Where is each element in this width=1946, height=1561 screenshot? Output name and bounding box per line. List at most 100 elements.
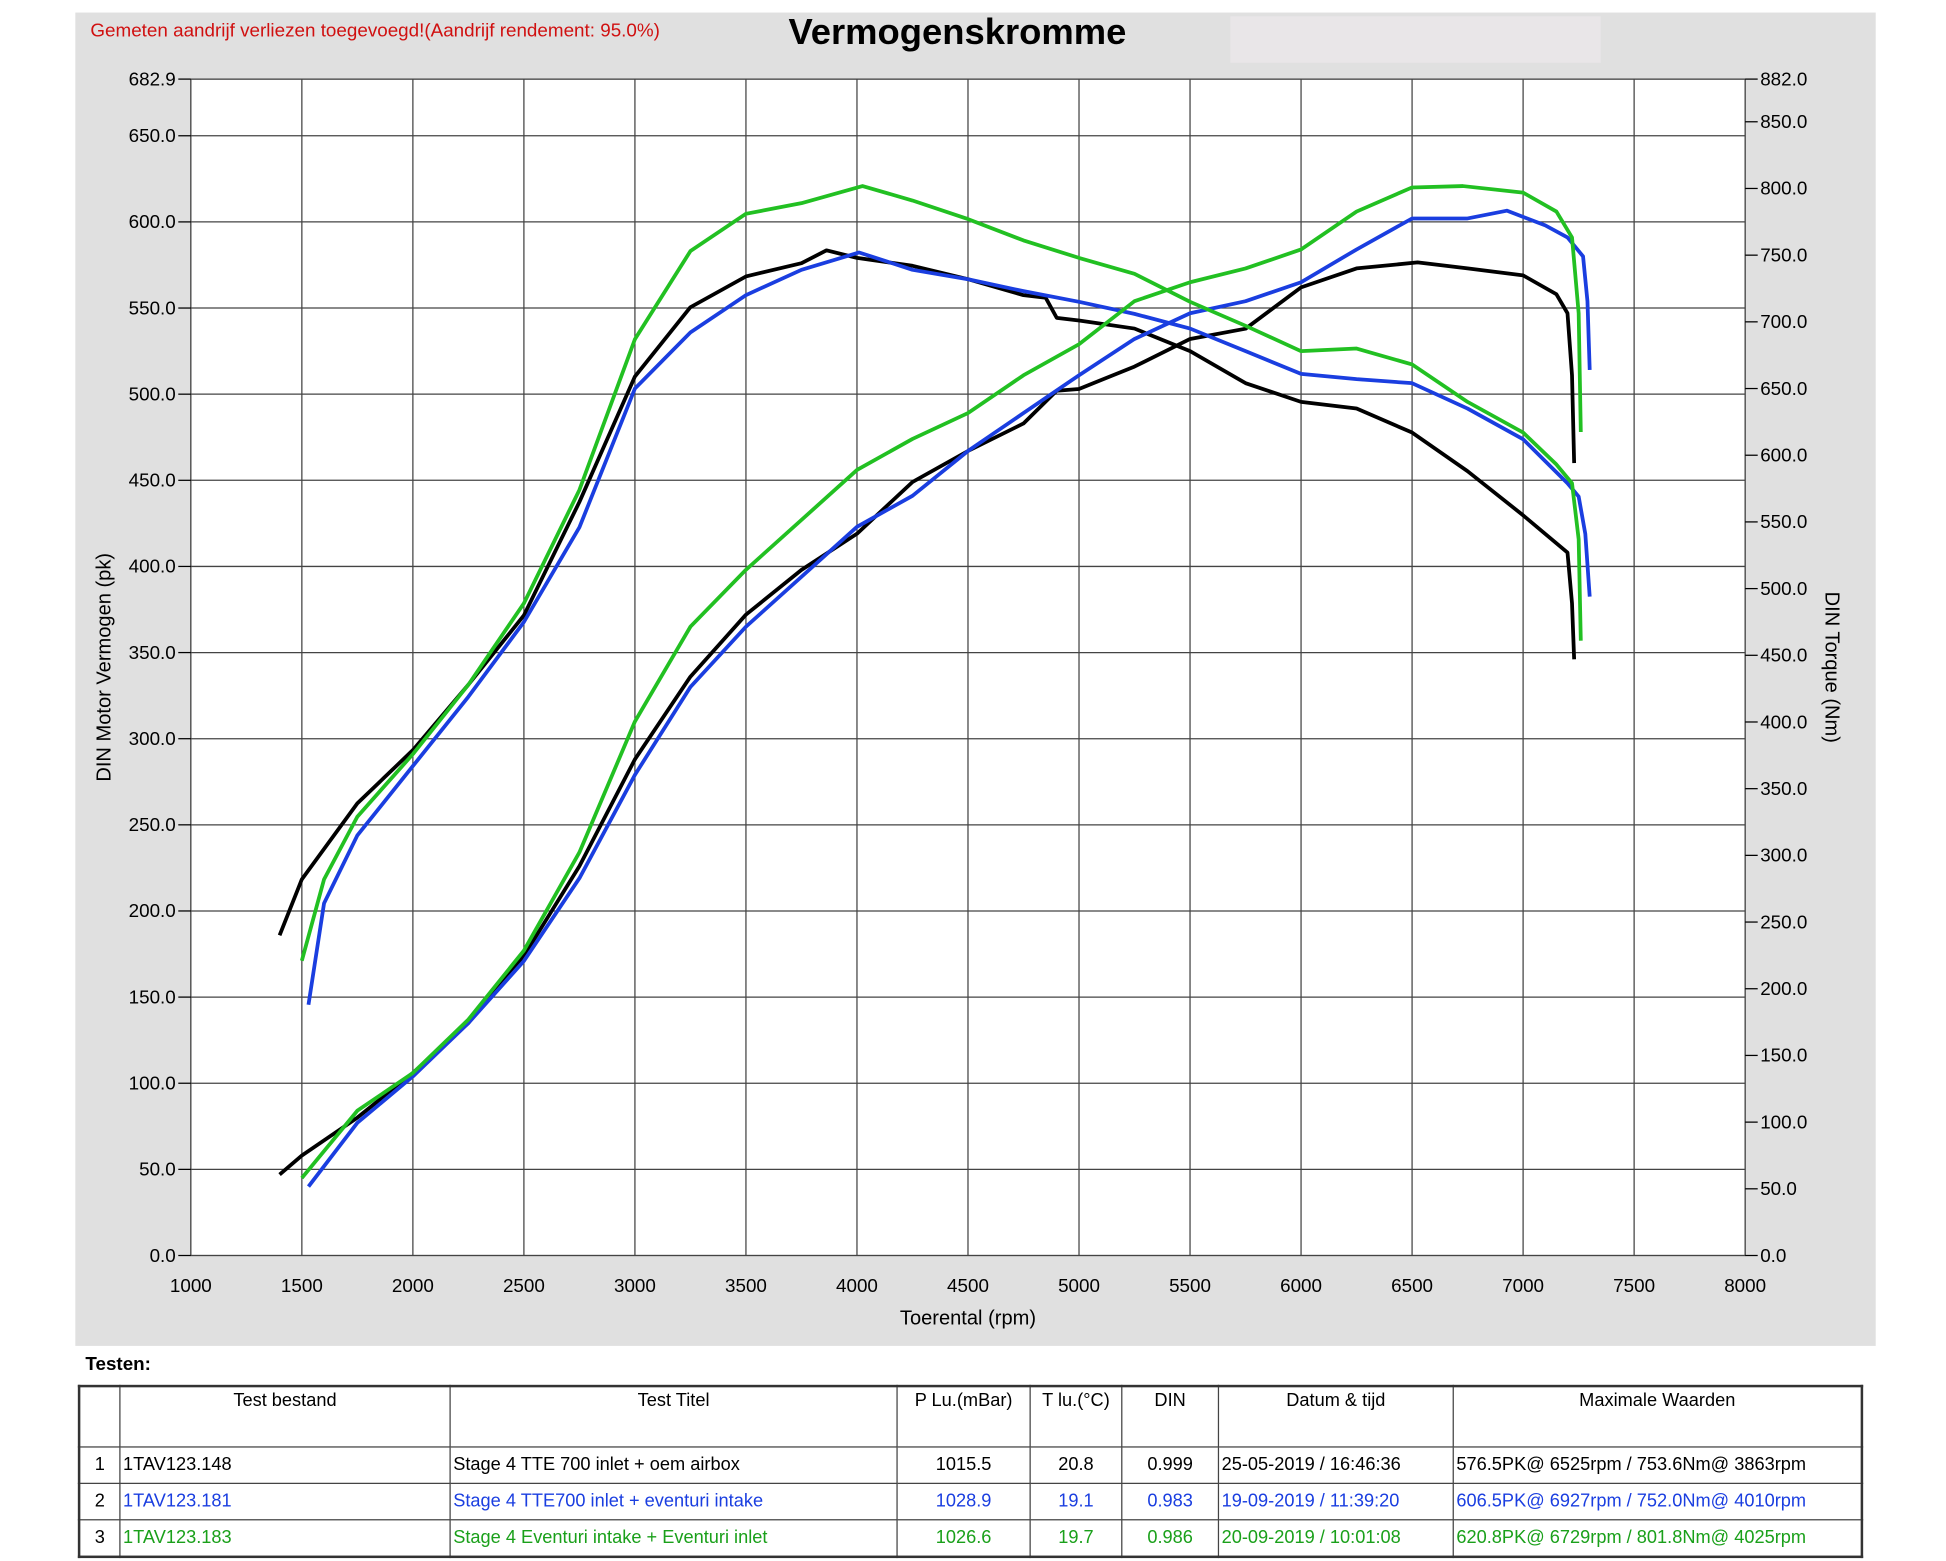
chart-title: Vermogenskromme xyxy=(788,12,1127,53)
power-curve-1TAV123.183 xyxy=(300,184,1583,1180)
y2-tick-label: 0.0 xyxy=(1760,1245,1786,1266)
col-datetime: Datum & tijd xyxy=(1217,1385,1454,1448)
y-tick-label: 450.0 xyxy=(129,470,176,491)
y-tick-label: 650.0 xyxy=(129,125,176,146)
x-tick-label: 5500 xyxy=(1169,1275,1211,1296)
x-tick-label: 2000 xyxy=(392,1275,434,1296)
y-axis-label: DIN Motor Vermogen (pk) xyxy=(93,553,115,782)
y2-tick-label: 250.0 xyxy=(1760,911,1807,932)
table-cell: 19.7 xyxy=(1029,1519,1123,1558)
table-cell: 620.8PK@ 6729rpm / 801.8Nm@ 4025rpm xyxy=(1452,1519,1863,1558)
table-cell: 20-09-2019 / 10:01:08 xyxy=(1217,1519,1454,1558)
y-tick-label: 300.0 xyxy=(129,728,176,749)
table-cell: 606.5PK@ 6927rpm / 752.0Nm@ 4010rpm xyxy=(1452,1482,1863,1521)
table-cell: 20.8 xyxy=(1029,1446,1123,1485)
table-cell: 576.5PK@ 6525rpm / 753.6Nm@ 3863rpm xyxy=(1452,1446,1863,1485)
x-tick-label: 4500 xyxy=(947,1275,989,1296)
y2-tick-label: 700.0 xyxy=(1760,311,1807,332)
y-tick-label: 500.0 xyxy=(129,383,176,404)
x-tick-label: 3500 xyxy=(725,1275,767,1296)
y-tick-label: 200.0 xyxy=(129,900,176,921)
table-cell: 0.983 xyxy=(1121,1482,1220,1521)
y2-tick-label: 350.0 xyxy=(1760,778,1807,799)
y-tick-label: 150.0 xyxy=(129,986,176,1007)
power-curve-1TAV123.148 xyxy=(278,260,1577,1176)
table-cell: 1TAV123.183 xyxy=(119,1519,451,1558)
y-tick-label: 0.0 xyxy=(150,1245,176,1266)
table-cell: 1028.9 xyxy=(896,1482,1031,1521)
col-max: Maximale Waarden xyxy=(1452,1385,1863,1448)
table-cell: 3 xyxy=(78,1519,121,1558)
table-cell: 1026.6 xyxy=(896,1519,1031,1558)
col-pressure: P Lu.(mBar) xyxy=(896,1385,1031,1448)
y2-tick-label: 100.0 xyxy=(1760,1111,1807,1132)
table-cell: 2 xyxy=(78,1482,121,1521)
col-din: DIN xyxy=(1121,1385,1220,1448)
col-title: Test Titel xyxy=(449,1385,898,1448)
table-cell: 0.999 xyxy=(1121,1446,1220,1485)
x-tick-label: 1000 xyxy=(170,1275,212,1296)
y2-tick-label: 550.0 xyxy=(1760,511,1807,532)
y2-tick-label: 200.0 xyxy=(1760,978,1807,999)
col-file: Test bestand xyxy=(119,1385,451,1448)
y-tick-label: 50.0 xyxy=(139,1159,176,1180)
x-tick-label: 2500 xyxy=(503,1275,545,1296)
y2-tick-label: 500.0 xyxy=(1760,578,1807,599)
table-cell: 19-09-2019 / 11:39:20 xyxy=(1217,1482,1454,1521)
x-tick-label: 3000 xyxy=(614,1275,656,1296)
table-cell: 25-05-2019 / 16:46:36 xyxy=(1217,1446,1454,1485)
drivetrain-loss-note: Gemeten aandrijf verliezen toegevoegd!(A… xyxy=(90,20,660,42)
power-curve-1TAV123.181 xyxy=(306,208,1592,1188)
table-cell: 1TAV123.148 xyxy=(119,1446,451,1485)
table-cell: 1015.5 xyxy=(896,1446,1031,1485)
x-tick-label: 6500 xyxy=(1391,1275,1433,1296)
y-tick-label: 250.0 xyxy=(129,814,176,835)
torque-curve-1TAV123.183 xyxy=(300,184,1583,962)
x-tick-label: 6000 xyxy=(1280,1275,1322,1296)
table-row: 2 1TAV123.181 Stage 4 TTE700 inlet + event… xyxy=(78,1482,1863,1521)
y-tick-label: 100.0 xyxy=(129,1073,176,1094)
y2-tick-label: 750.0 xyxy=(1760,244,1807,265)
table-cell: Stage 4 TTE 700 inlet + oem airbox xyxy=(449,1446,898,1485)
y2-tick-label: 800.0 xyxy=(1760,178,1807,199)
x-tick-label: 8000 xyxy=(1724,1275,1766,1296)
torque-curve-1TAV123.181 xyxy=(306,250,1592,1006)
header-box xyxy=(1230,16,1601,63)
table-row: 1 1TAV123.148 Stage 4 TTE 700 inlet + oem … xyxy=(78,1446,1863,1485)
col-index xyxy=(78,1385,121,1448)
table-header-row: Test bestand Test Titel P Lu.(mBar) T lu… xyxy=(78,1385,1863,1448)
table-row: 3 1TAV123.183 Stage 4 Eventuri intake + Ev… xyxy=(78,1519,1863,1558)
tests-heading: Testen: xyxy=(85,1353,151,1375)
table-cell: 1TAV123.181 xyxy=(119,1482,451,1521)
col-temp: T lu.(°C) xyxy=(1029,1385,1123,1448)
y2-tick-label: 50.0 xyxy=(1760,1178,1797,1199)
x-tick-label: 5000 xyxy=(1058,1275,1100,1296)
table-cell: 1 xyxy=(78,1446,121,1485)
x-tick-label: 4000 xyxy=(836,1275,878,1296)
y2-tick-label: 400.0 xyxy=(1760,711,1807,732)
table-cell: 19.1 xyxy=(1029,1482,1123,1521)
x-tick-label: 1500 xyxy=(281,1275,323,1296)
y2-tick-label: 650.0 xyxy=(1760,378,1807,399)
table-cell: Stage 4 Eventuri intake + Eventuri inlet xyxy=(449,1519,898,1558)
y2-tick-label: 600.0 xyxy=(1760,445,1807,466)
y-tick-label: 550.0 xyxy=(129,297,176,318)
table-cell: Stage 4 TTE700 inlet + eventuri intake xyxy=(449,1482,898,1521)
y2-tick-label: 450.0 xyxy=(1760,645,1807,666)
y2-tick-label: 150.0 xyxy=(1760,1045,1807,1066)
y2-tick-label: 882.0 xyxy=(1760,68,1807,89)
torque-curve-1TAV123.148 xyxy=(277,248,1577,937)
y2-axis-label: DIN Torque (Nm) xyxy=(1820,592,1842,743)
x-tick-label: 7500 xyxy=(1613,1275,1655,1296)
y-tick-label: 600.0 xyxy=(129,211,176,232)
y-tick-label: 350.0 xyxy=(129,642,176,663)
y-tick-label: 682.9 xyxy=(129,68,176,89)
tests-table: Test bestand Test Titel P Lu.(mBar) T lu… xyxy=(77,1384,1864,1559)
y2-tick-label: 300.0 xyxy=(1760,845,1807,866)
y-tick-label: 400.0 xyxy=(129,556,176,577)
table-cell: 0.986 xyxy=(1121,1519,1220,1558)
y2-tick-label: 850.0 xyxy=(1760,111,1807,132)
x-tick-label: 7000 xyxy=(1502,1275,1544,1296)
